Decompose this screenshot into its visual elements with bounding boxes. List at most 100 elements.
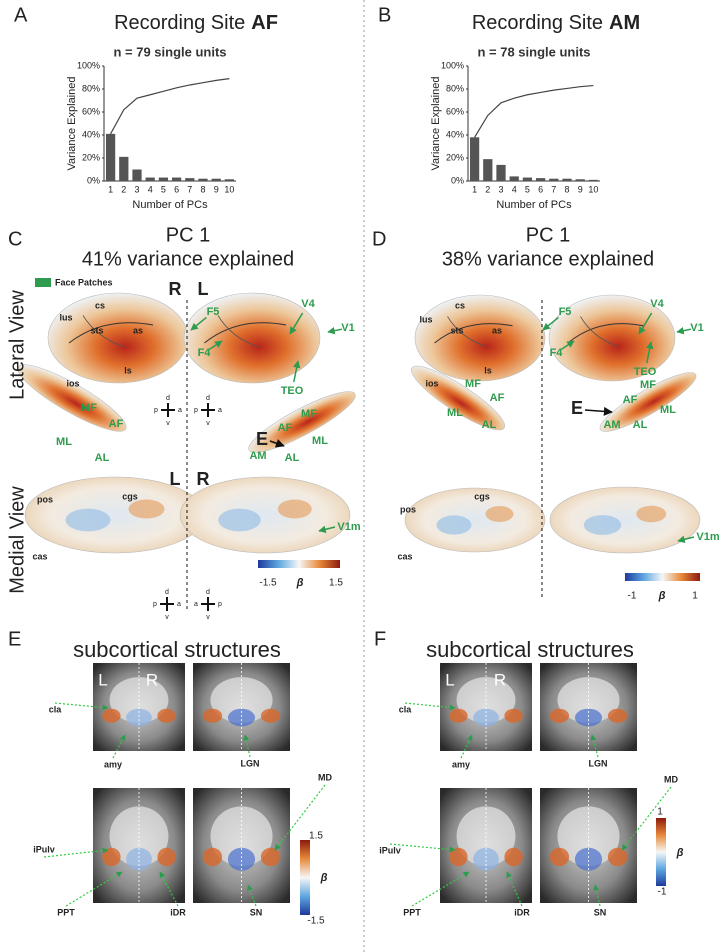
x-tick-label: 8 — [564, 184, 569, 194]
x-tick-label: 2 — [121, 184, 126, 194]
bar — [535, 178, 546, 181]
sulcus — [567, 323, 644, 344]
sulcus — [434, 323, 513, 344]
bar — [158, 177, 169, 181]
compass-label: a — [218, 407, 222, 414]
y-tick-label: 0% — [451, 175, 464, 185]
cortex-patch — [65, 508, 111, 532]
colorbar-label: 1 — [657, 807, 663, 818]
pc-subtitle: 38% variance explained — [442, 248, 654, 270]
sulcus-label: ios — [66, 378, 79, 388]
structure-label: PPT — [403, 907, 421, 917]
face-patch-label: ML — [447, 407, 463, 419]
pointer — [292, 360, 301, 383]
face-patch-label: V4 — [301, 298, 315, 310]
x-tick-label: 2 — [485, 184, 490, 194]
cortex-patch — [485, 506, 514, 522]
medial-cortex — [549, 486, 701, 554]
cortex-patch — [583, 515, 622, 535]
chart-subtitle: n = 78 single units — [477, 44, 590, 59]
face-patch-label: F5 — [207, 306, 220, 318]
bar — [224, 179, 235, 181]
cumulative-line — [110, 78, 230, 135]
marker-label: E — [256, 429, 268, 449]
face-patch-label: F4 — [198, 347, 212, 359]
pointer — [274, 784, 326, 851]
cortex-patch — [636, 505, 667, 523]
bar — [145, 177, 155, 181]
face-patch-label: TEO — [634, 366, 657, 378]
x-tick-label: 9 — [578, 184, 583, 194]
face-patch-label: AL — [482, 419, 497, 431]
colorbar — [300, 840, 310, 915]
panel-label: F — [374, 628, 386, 650]
x-tick-label: 5 — [525, 184, 530, 194]
marker-label: E — [571, 398, 583, 418]
bar — [211, 178, 221, 181]
face-patch-label: F4 — [550, 347, 564, 359]
face-patch-label: AF — [490, 392, 505, 404]
activation — [549, 708, 570, 723]
y-tick-label: 80% — [446, 83, 464, 93]
face-patch-label: MF — [81, 402, 97, 414]
compass-label: a — [194, 601, 198, 608]
colorbar-label: -1 — [658, 887, 667, 898]
compass-label: v — [206, 614, 210, 621]
title-site: AF — [251, 12, 278, 34]
activation — [473, 847, 499, 871]
compass-label: p — [153, 601, 157, 608]
chart-title: Recording Site AF — [114, 12, 278, 34]
face-patch-label: V1 — [341, 322, 354, 334]
ventral-cortex — [411, 365, 505, 431]
pointer — [621, 786, 672, 851]
x-tick-label: 6 — [174, 184, 179, 194]
pointer — [65, 871, 123, 907]
sulcus-label: cs — [455, 300, 465, 310]
structure-label: MD — [318, 772, 332, 782]
pointer — [677, 535, 695, 544]
face-patch-label: AL — [633, 419, 648, 431]
activation — [202, 708, 223, 723]
panel-label: D — [372, 228, 386, 250]
y-tick-label: 100% — [441, 60, 464, 70]
activation — [102, 708, 121, 723]
hemisphere-label: L — [445, 670, 454, 689]
x-tick-label: 4 — [512, 184, 517, 194]
ventral-cortex — [17, 364, 127, 432]
bar — [198, 178, 208, 181]
face-patch-label: MF — [301, 408, 317, 420]
pointer — [584, 406, 613, 416]
face-patch-label: AM — [249, 450, 266, 462]
bar — [469, 137, 480, 181]
sulcus-label: ls — [484, 365, 492, 375]
compass-label: v — [166, 420, 170, 427]
sulcus-label: as — [492, 325, 502, 335]
title-text: Recording Site — [114, 12, 245, 34]
face-patch-label: AF — [278, 422, 293, 434]
pointer — [593, 884, 601, 907]
compass-label: d — [206, 395, 210, 402]
cortex-patch — [436, 515, 472, 535]
activation — [504, 847, 523, 867]
compass-label: v — [206, 420, 210, 427]
lateral-cortex — [47, 292, 189, 384]
structure-label: iPulv — [33, 844, 55, 854]
bar — [496, 164, 506, 181]
colorbar-label: β — [676, 847, 684, 859]
face-patch-label: V1m — [337, 521, 360, 533]
compass — [201, 597, 215, 611]
face-patch-label: V1 — [690, 322, 703, 334]
pointer — [318, 525, 336, 534]
y-tick-label: 60% — [82, 106, 100, 116]
y-tick-label: 60% — [446, 106, 464, 116]
y-tick-label: 20% — [446, 152, 464, 162]
sulcus — [217, 315, 259, 348]
x-axis-label: Number of PCs — [132, 199, 208, 211]
activation — [607, 708, 628, 723]
structure-label: PPT — [57, 907, 75, 917]
x-tick-label: 5 — [161, 184, 166, 194]
activation — [157, 847, 176, 867]
pointer — [676, 326, 692, 335]
x-tick-label: 1 — [108, 184, 113, 194]
